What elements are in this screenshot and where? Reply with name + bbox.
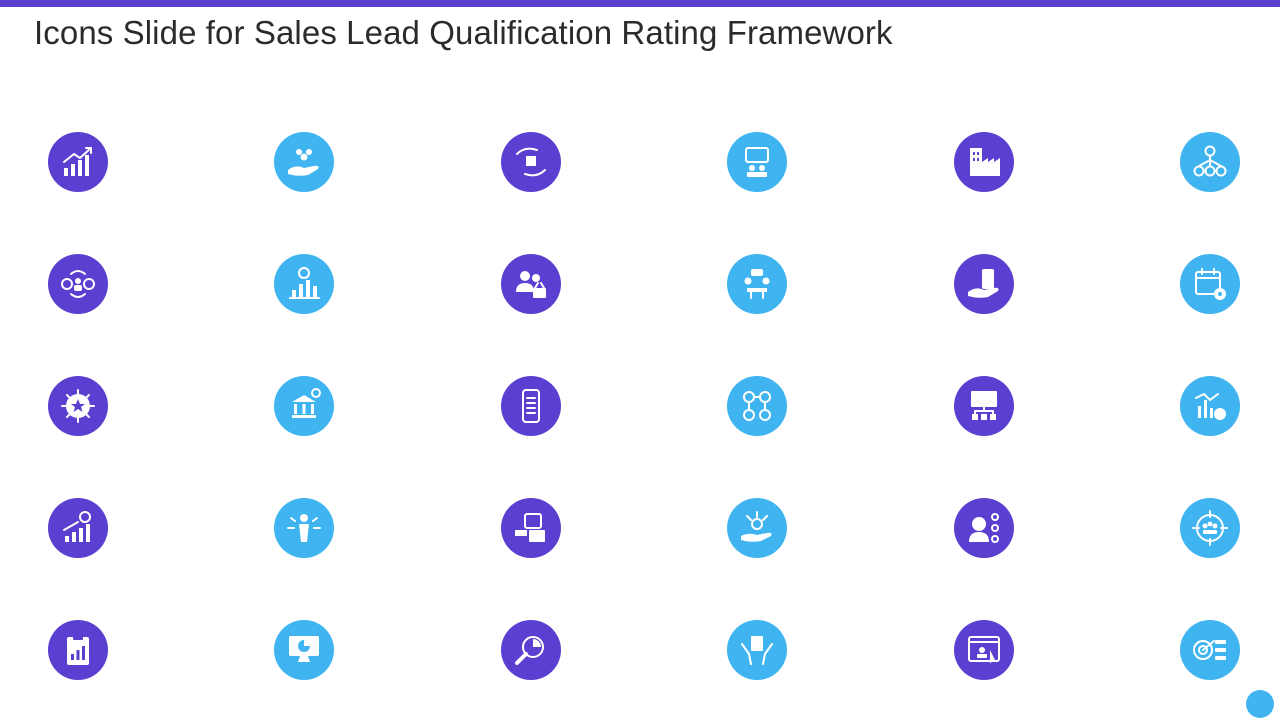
rising-bars-dollar-icon xyxy=(48,498,108,558)
person-arrows-icon xyxy=(274,498,335,558)
icon-grid xyxy=(48,132,1240,680)
analytics-clock-icon xyxy=(1180,376,1240,436)
factory-building-icon xyxy=(953,132,1014,192)
target-team-icon xyxy=(1180,498,1240,558)
target-list-icon xyxy=(1180,620,1240,680)
meeting-table-icon xyxy=(727,254,788,314)
growth-chart-icon xyxy=(48,132,108,192)
magnifier-chart-icon xyxy=(500,620,561,680)
money-person-cycle-icon xyxy=(48,254,108,314)
hand-holding-team-icon xyxy=(274,132,335,192)
browser-user-click-icon xyxy=(953,620,1014,680)
calendar-gear-icon xyxy=(1180,254,1240,314)
smartphone-list-icon xyxy=(500,376,561,436)
clipboard-chart-icon xyxy=(48,620,108,680)
team-meeting-board-icon xyxy=(727,132,788,192)
top-accent-bar xyxy=(0,0,1280,7)
hands-exchange-box-icon xyxy=(500,132,561,192)
contact-card-mail-icon xyxy=(500,498,561,558)
gear-star-icon xyxy=(48,376,108,436)
bar-chart-dollar-icon xyxy=(274,254,335,314)
hand-person-arrows-icon xyxy=(727,498,788,558)
monitor-pie-chart-icon xyxy=(274,620,335,680)
hand-holding-phone-icon xyxy=(953,254,1014,314)
people-network-icon xyxy=(727,376,788,436)
woman-contacts-icon xyxy=(953,498,1014,558)
bank-dollar-icon xyxy=(274,376,335,436)
presentation-hierarchy-icon xyxy=(953,376,1014,436)
corner-decoration-dot xyxy=(1246,690,1274,718)
slide-title: Icons Slide for Sales Lead Qualification… xyxy=(34,14,893,51)
organization-network-icon xyxy=(1180,132,1240,192)
users-basket-icon xyxy=(500,254,561,314)
hands-document-icon xyxy=(727,620,788,680)
